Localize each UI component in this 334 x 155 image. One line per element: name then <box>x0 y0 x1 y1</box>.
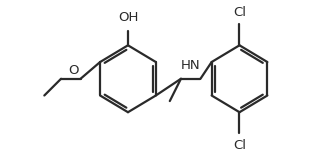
Text: O: O <box>68 64 79 77</box>
Text: HN: HN <box>181 59 200 72</box>
Text: Cl: Cl <box>233 139 246 152</box>
Text: Cl: Cl <box>233 6 246 19</box>
Text: OH: OH <box>118 11 138 24</box>
